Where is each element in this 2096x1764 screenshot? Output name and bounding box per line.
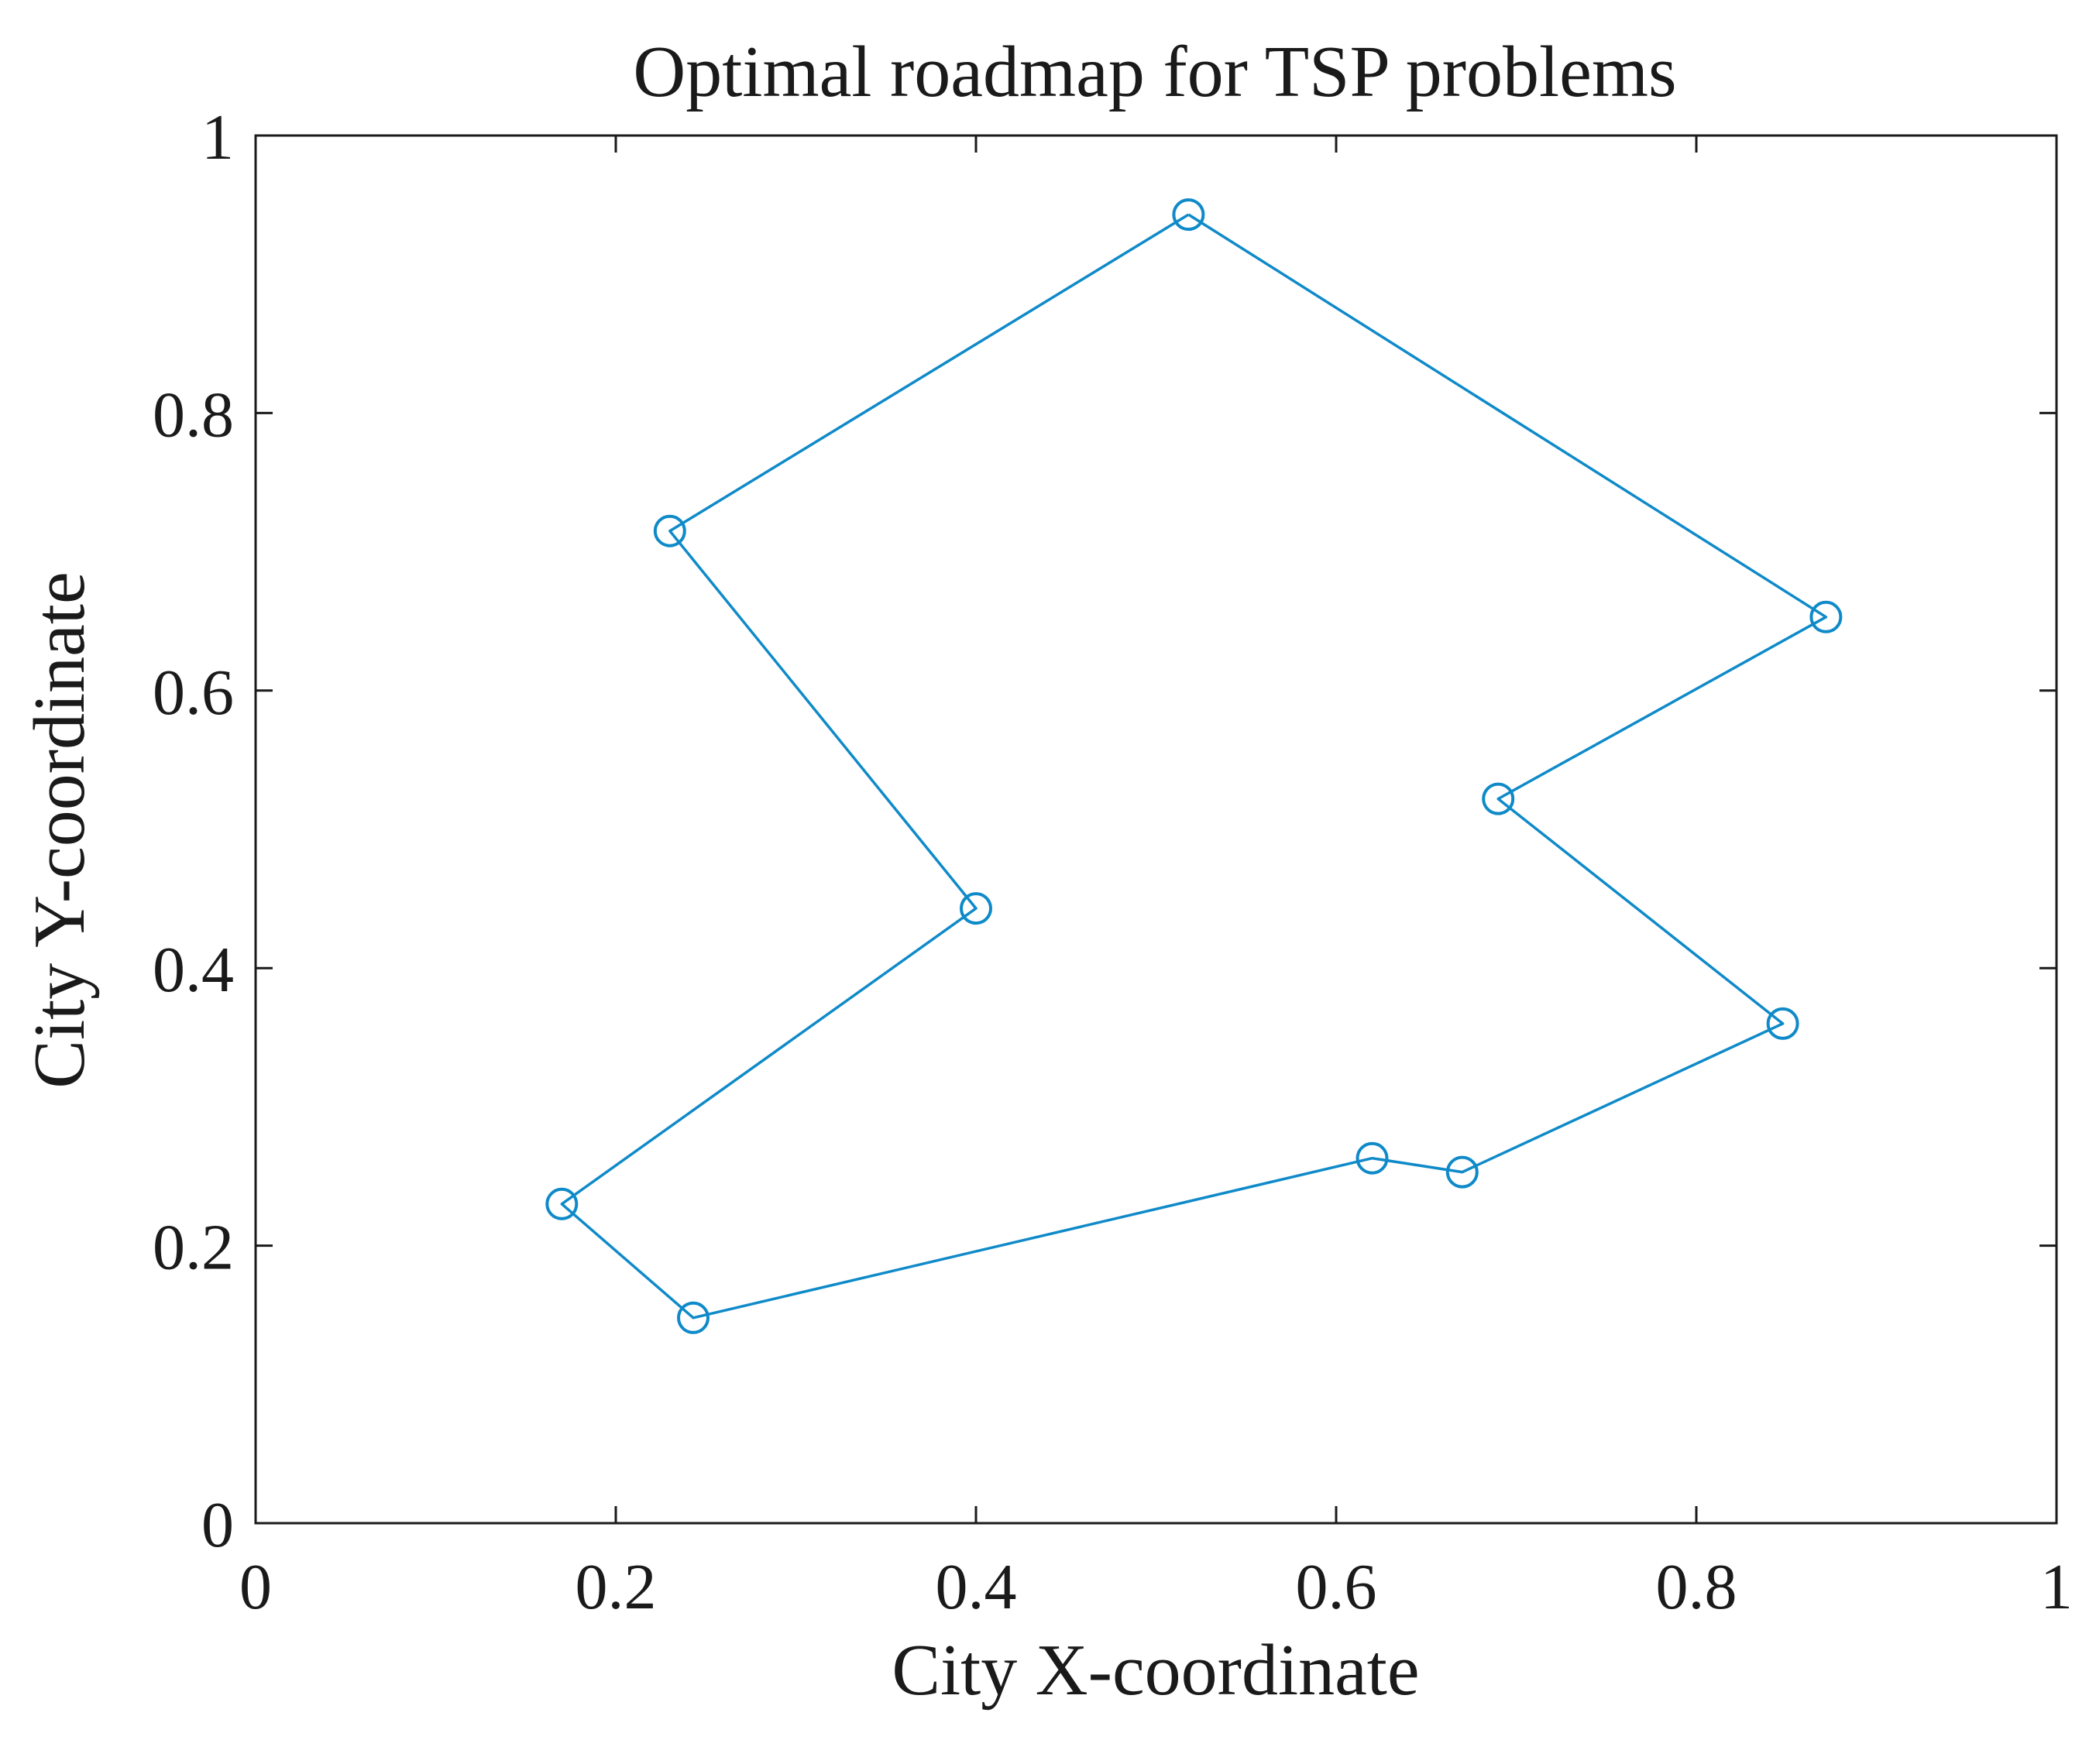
- x-tick-label: 0.4: [936, 1551, 1017, 1623]
- city-point: [960, 892, 992, 925]
- y-tick-label: 0: [201, 1489, 234, 1561]
- chart-title: Optimal roadmap for TSP problems: [633, 32, 1676, 112]
- city-point: [1172, 198, 1205, 232]
- series-route: [545, 198, 1843, 1334]
- city-point: [545, 1187, 579, 1220]
- city-point: [1809, 600, 1843, 633]
- city-point: [1766, 1007, 1799, 1040]
- x-tick-labels: 0 0.2 0.4 0.6 0.8 1: [239, 1551, 2073, 1623]
- y-tick-label: 0.8: [153, 379, 234, 451]
- route-line: [560, 213, 1828, 1320]
- x-axis-label: City X-coordinate: [892, 1630, 1419, 1711]
- city-point: [1482, 782, 1515, 815]
- axis-ticks: [256, 136, 2056, 1523]
- y-tick-label: 0.6: [153, 657, 234, 729]
- y-tick-label: 0.4: [153, 934, 234, 1006]
- y-tick-label: 0.2: [153, 1212, 234, 1284]
- x-tick-label: 0.8: [1656, 1551, 1737, 1623]
- city-point: [653, 514, 686, 547]
- x-tick-label: 1: [2040, 1551, 2073, 1623]
- x-tick-label: 0.6: [1296, 1551, 1377, 1623]
- city-point: [1445, 1155, 1479, 1189]
- plot-area: [254, 134, 2058, 1525]
- x-tick-label: 0.2: [576, 1551, 657, 1623]
- y-tick-label: 1: [201, 101, 234, 173]
- y-axis-label: City Y-coordinate: [19, 571, 100, 1088]
- city-point: [677, 1301, 710, 1334]
- x-tick-label: 0: [239, 1551, 272, 1623]
- y-tick-labels: 0 0.2 0.4 0.6 0.8 1: [153, 101, 234, 1561]
- city-point: [1356, 1141, 1389, 1175]
